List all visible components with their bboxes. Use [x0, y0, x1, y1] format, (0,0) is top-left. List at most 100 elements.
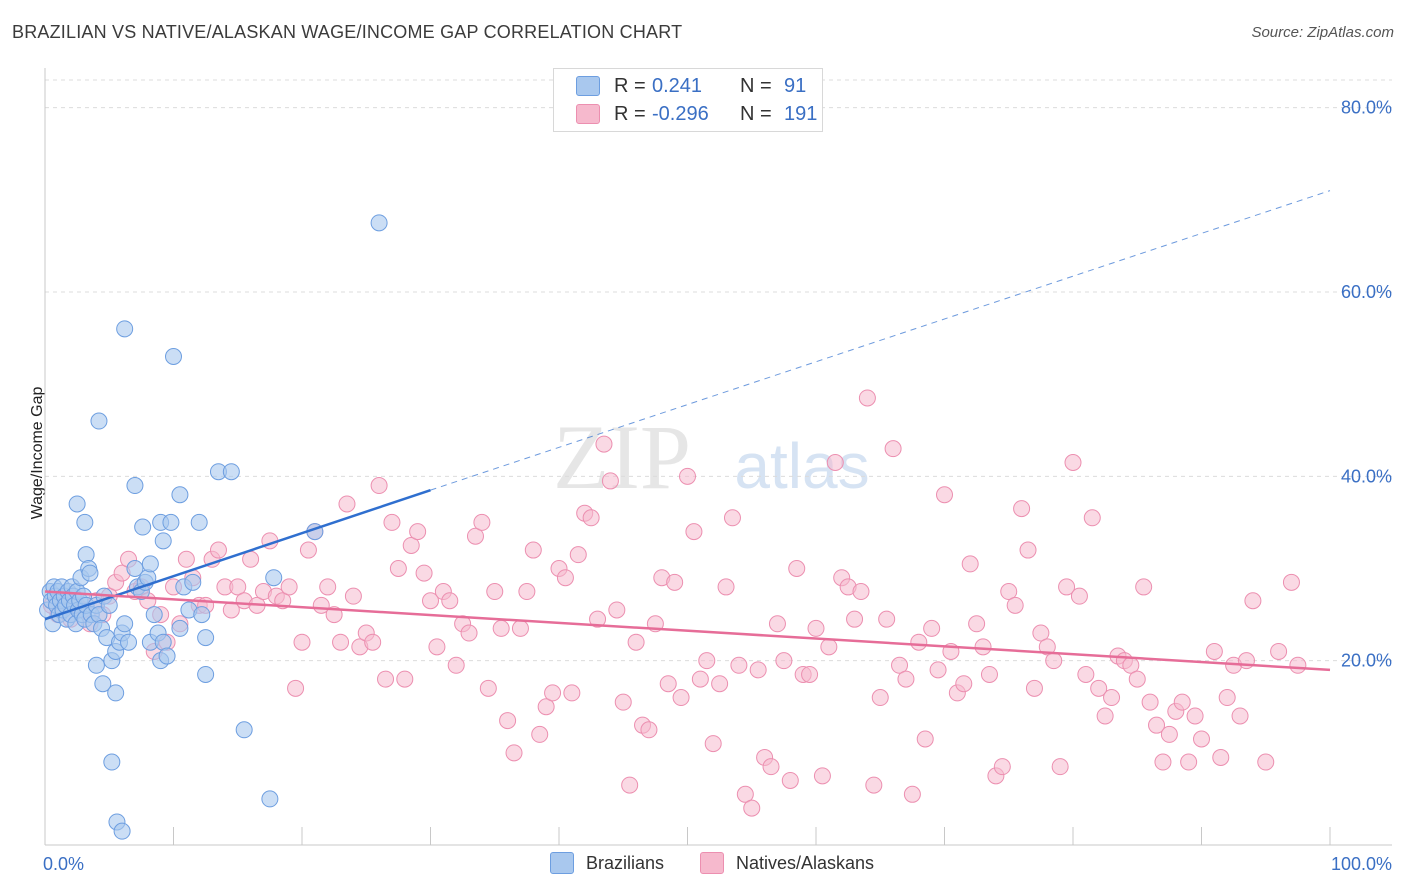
data-point-brazilians	[113, 822, 131, 840]
data-point-brazilians	[158, 647, 176, 665]
data-point-natives-alaskans	[698, 652, 716, 670]
data-point-natives-alaskans	[730, 656, 748, 674]
data-point-brazilians	[68, 495, 86, 513]
data-point-natives-alaskans	[422, 592, 439, 610]
data-point-brazilians	[197, 665, 215, 683]
data-point-natives-alaskans	[338, 495, 356, 513]
data-point-natives-alaskans	[242, 550, 260, 568]
data-point-natives-alaskans	[659, 675, 677, 693]
legend-swatch-pink	[576, 104, 600, 124]
data-point-natives-alaskans	[299, 541, 317, 559]
data-point-natives-alaskans	[280, 578, 298, 596]
data-point-natives-alaskans	[871, 689, 889, 707]
data-point-natives-alaskans	[993, 758, 1011, 776]
data-point-natives-alaskans	[177, 550, 195, 568]
data-point-natives-alaskans	[1006, 596, 1024, 614]
data-point-natives-alaskans	[672, 689, 690, 707]
data-point-natives-alaskans	[1160, 725, 1178, 743]
data-point-natives-alaskans	[1135, 578, 1153, 596]
data-point-natives-alaskans	[1212, 748, 1230, 766]
data-point-natives-alaskans	[466, 527, 484, 545]
data-point-natives-alaskans	[608, 601, 626, 619]
legend-swatch-pink	[700, 852, 724, 874]
data-point-natives-alaskans	[1231, 707, 1249, 725]
data-point-natives-alaskans	[768, 615, 786, 633]
data-point-brazilians	[107, 684, 125, 702]
data-point-natives-alaskans	[556, 569, 574, 587]
data-point-natives-alaskans	[563, 684, 581, 702]
data-point-natives-alaskans	[640, 721, 658, 739]
watermark-zip: ZIP	[553, 406, 691, 508]
x-tick-label: 100.0%	[1331, 854, 1392, 874]
data-point-natives-alaskans	[897, 670, 915, 688]
data-point-natives-alaskans	[396, 670, 414, 688]
data-point-natives-alaskans	[428, 638, 446, 656]
data-point-natives-alaskans	[1090, 679, 1108, 697]
data-point-natives-alaskans	[364, 633, 382, 651]
chart-source: Source: ZipAtlas.com	[1251, 24, 1394, 41]
x-tick-label: 0.0%	[43, 854, 84, 874]
series-brazilians-points	[39, 214, 388, 840]
data-point-natives-alaskans	[936, 486, 953, 504]
data-point-brazilians	[126, 559, 144, 577]
y-tick-label: 40.0%	[1341, 466, 1392, 486]
data-point-natives-alaskans	[1019, 541, 1037, 559]
data-point-natives-alaskans	[1013, 500, 1031, 518]
gridlines	[45, 79, 1392, 662]
trend-line-brazilians	[44, 488, 431, 621]
data-point-natives-alaskans	[460, 624, 478, 642]
data-point-brazilians	[171, 619, 189, 637]
data-point-natives-alaskans	[1025, 679, 1043, 697]
legend-n-label: N =	[740, 102, 772, 125]
data-point-natives-alaskans	[691, 670, 709, 688]
data-point-natives-alaskans	[370, 477, 388, 495]
data-point-natives-alaskans	[377, 670, 395, 688]
data-point-natives-alaskans	[903, 785, 921, 803]
data-point-brazilians	[81, 564, 99, 582]
data-point-brazilians	[162, 513, 180, 531]
data-point-natives-alaskans	[537, 698, 555, 716]
data-point-natives-alaskans	[723, 509, 741, 527]
data-point-natives-alaskans	[704, 735, 722, 753]
data-point-natives-alaskans	[858, 389, 876, 407]
data-point-natives-alaskans	[409, 523, 427, 541]
trend-lines	[44, 190, 1331, 672]
data-point-natives-alaskans	[1070, 587, 1088, 605]
data-point-natives-alaskans	[1180, 753, 1198, 771]
data-point-natives-alaskans	[743, 799, 761, 817]
data-point-natives-alaskans	[1289, 656, 1307, 674]
data-point-natives-alaskans	[1096, 707, 1114, 725]
trend-line-brazilians-extrapolated	[430, 190, 1331, 491]
legend-r-value: 0.241	[652, 74, 703, 97]
data-point-natives-alaskans	[884, 440, 902, 458]
legend-n-value: 191	[784, 102, 818, 125]
legend-swatch-blue	[576, 76, 600, 96]
data-point-natives-alaskans	[621, 776, 639, 794]
data-point-natives-alaskans	[1064, 454, 1082, 471]
data-point-brazilians	[154, 532, 172, 550]
data-point-natives-alaskans	[1128, 670, 1146, 688]
data-point-brazilians	[193, 606, 211, 624]
data-point-natives-alaskans	[1218, 689, 1236, 707]
data-point-brazilians	[370, 214, 388, 232]
data-point-natives-alaskans	[511, 619, 529, 637]
data-point-natives-alaskans	[415, 564, 433, 582]
legend-item-natives-alaskans: Natives/Alaskans	[700, 852, 874, 874]
legend-n-value: 91	[784, 74, 807, 97]
data-point-natives-alaskans	[1257, 753, 1275, 771]
data-point-brazilians	[94, 675, 112, 693]
data-point-natives-alaskans	[1270, 642, 1288, 660]
data-point-brazilians	[261, 790, 279, 808]
data-point-natives-alaskans	[717, 578, 735, 596]
data-point-brazilians	[90, 412, 108, 430]
data-point-natives-alaskans	[518, 583, 536, 601]
data-point-natives-alaskans	[293, 633, 311, 651]
legend-r-label: R =	[614, 74, 646, 97]
data-point-natives-alaskans	[749, 661, 767, 679]
data-point-natives-alaskans	[473, 513, 491, 531]
legend-swatch-blue	[550, 852, 574, 874]
data-point-natives-alaskans	[736, 785, 754, 803]
data-point-natives-alaskans	[1038, 638, 1056, 656]
data-point-natives-alaskans	[544, 684, 562, 702]
trend-line-natives-alaskans	[44, 590, 1331, 672]
